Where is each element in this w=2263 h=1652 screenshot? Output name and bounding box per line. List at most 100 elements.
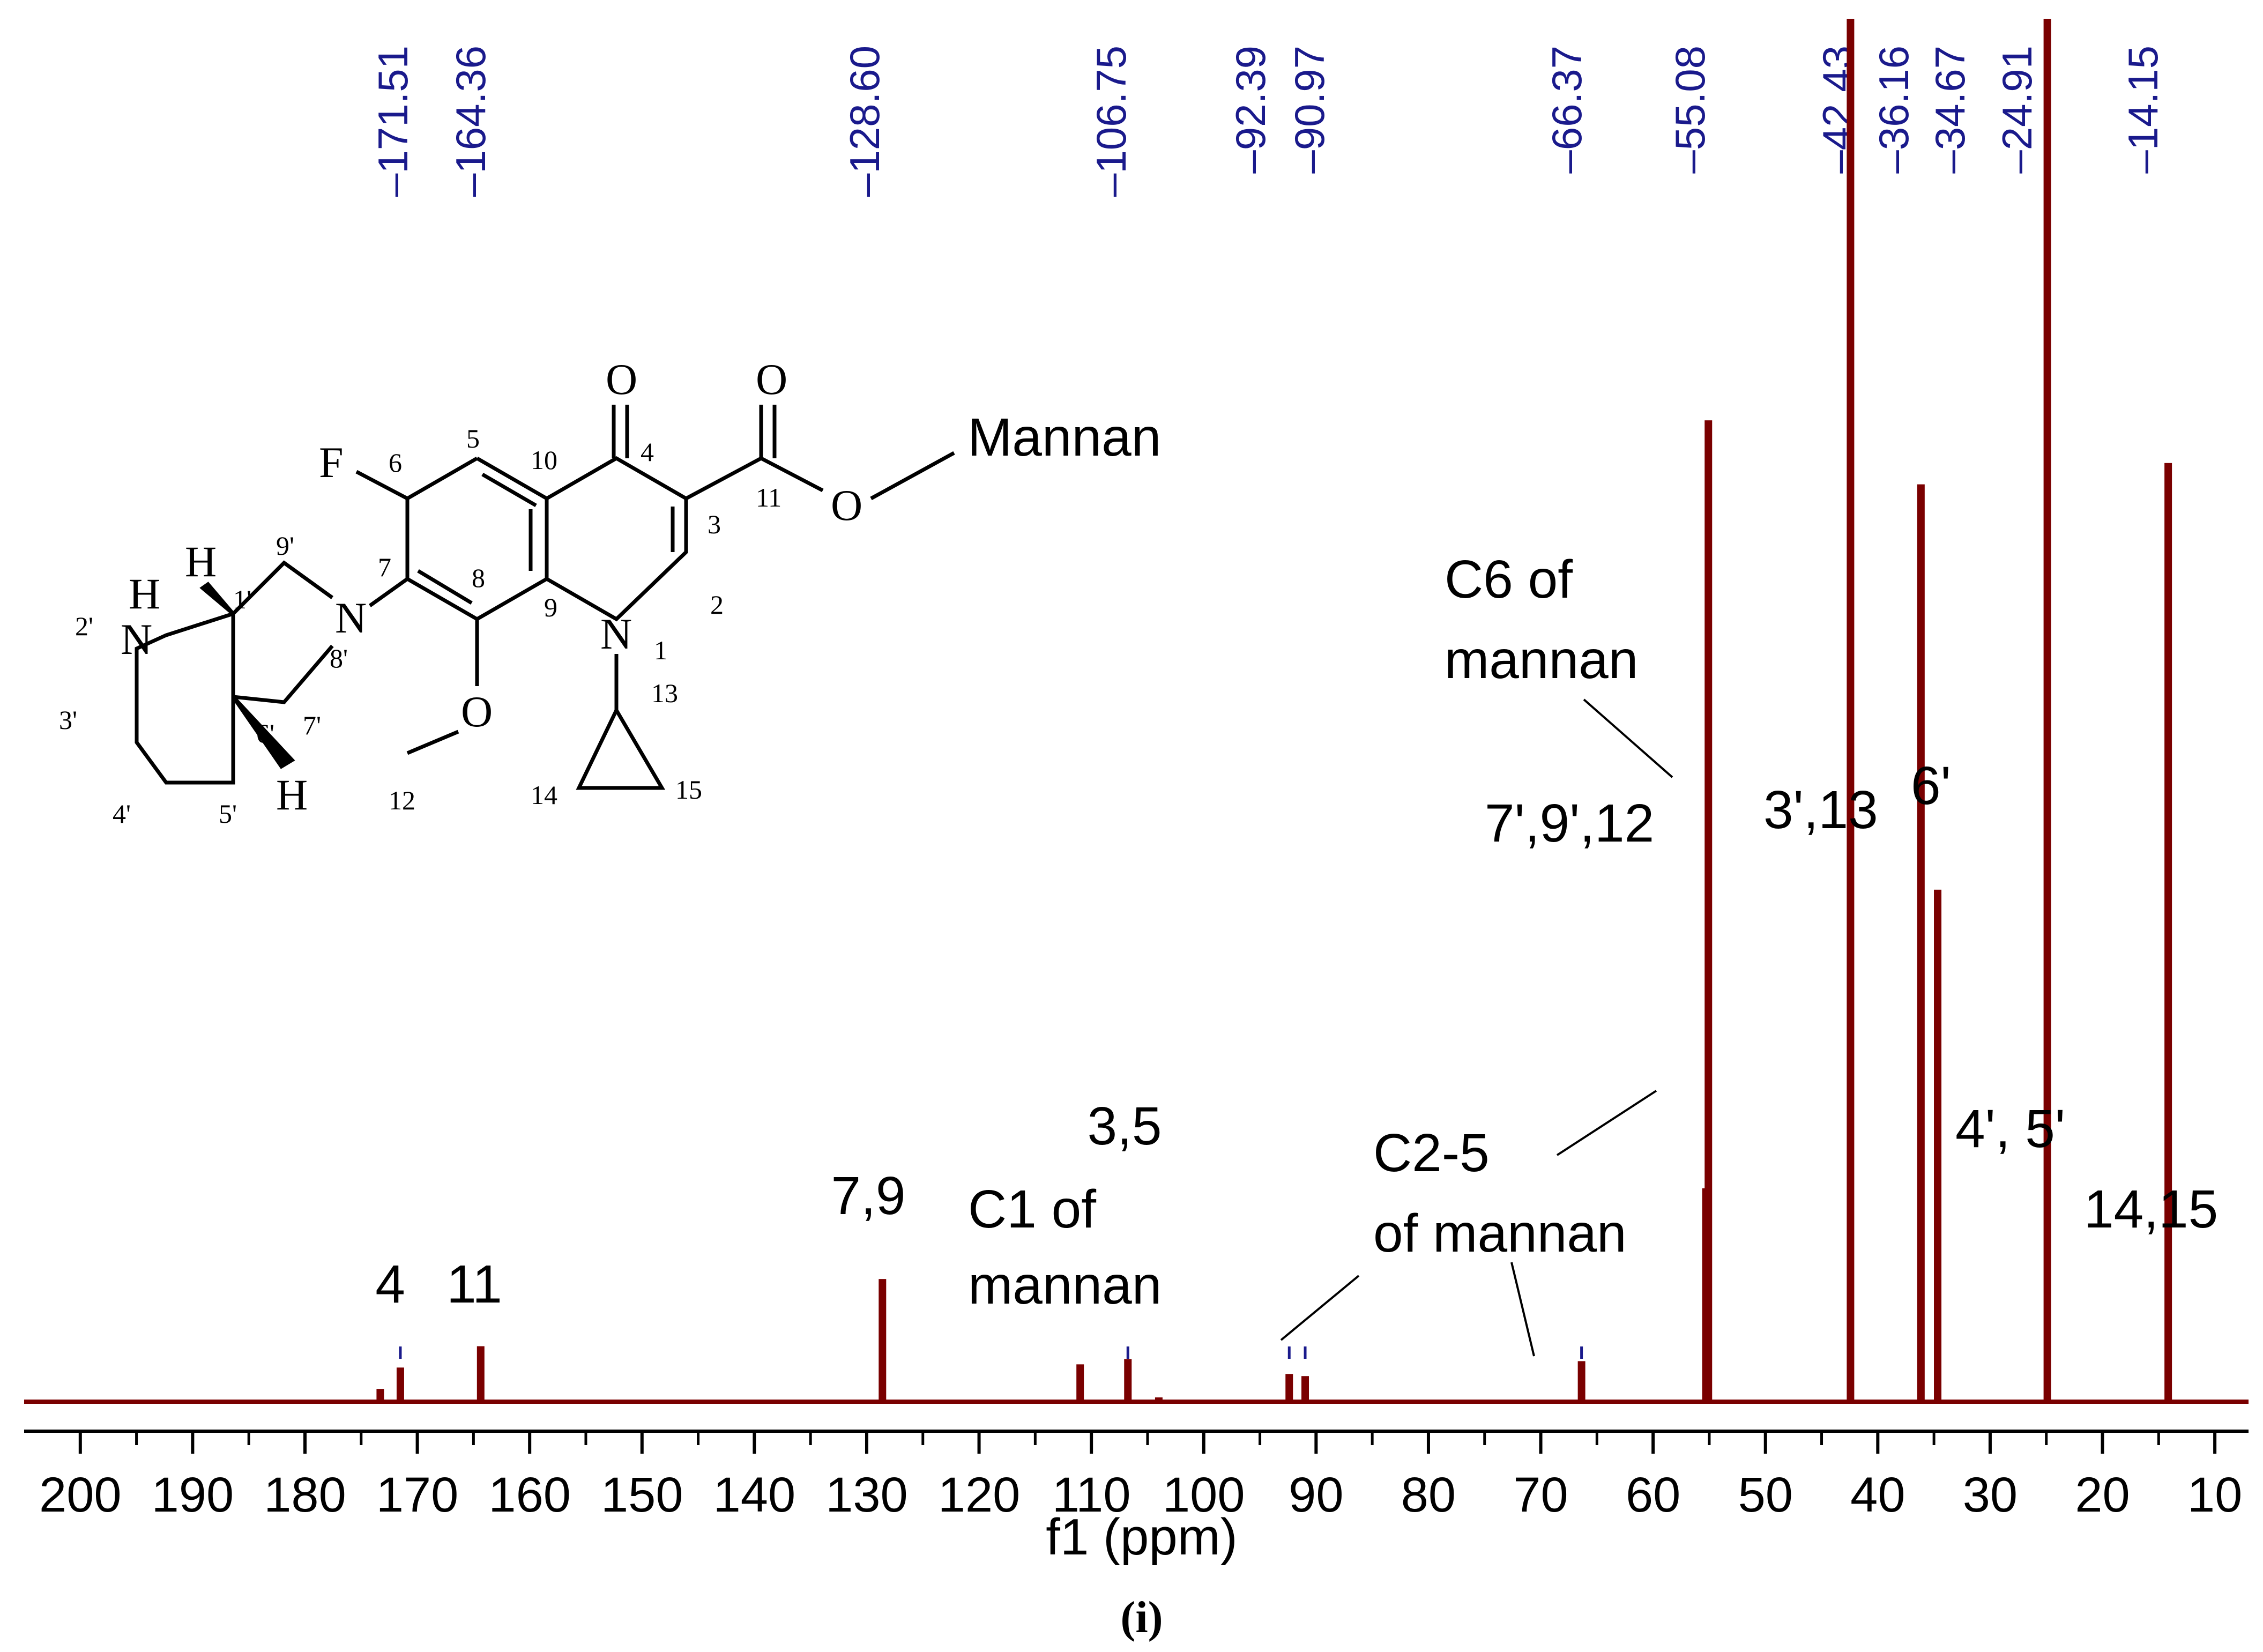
- atom-number: 9: [544, 592, 557, 622]
- peak-value-label: –106.75: [1088, 46, 1135, 197]
- peak-value-label: –66.37: [1543, 46, 1590, 174]
- assignment-label: of mannan: [1373, 1203, 1627, 1263]
- structure-bonds: [576, 709, 666, 790]
- structure-bonds: [546, 456, 688, 622]
- peak-value-labels: –171.51 –164.36 –128.60 –106.75 –92.39 –90.97…: [369, 46, 2167, 197]
- peak-value-label: –14.15: [2119, 46, 2167, 174]
- atom-number: 6': [256, 718, 274, 748]
- assignment-label: C1 of: [968, 1179, 1096, 1239]
- x-tick-label: 20: [2075, 1468, 2130, 1522]
- atom-number: 4': [113, 799, 131, 829]
- structure-bonds: [355, 470, 408, 501]
- peak-value-label: –90.97: [1286, 46, 1333, 174]
- assignment-label: C2-5: [1373, 1123, 1490, 1183]
- x-tick-label: 50: [1738, 1468, 1793, 1522]
- assignment-leader-lines: [1280, 698, 1673, 1357]
- structure-bonds: [870, 451, 955, 501]
- atom-number: 6: [389, 448, 402, 478]
- atom-number: 5': [219, 799, 237, 829]
- peak-value-label: –24.91: [1993, 46, 2041, 174]
- assignment-label: 7',9',12: [1485, 793, 1654, 853]
- assignment-label: 11: [446, 1254, 502, 1314]
- atom-number: 15: [675, 775, 702, 805]
- peak-value-label: –36.16: [1870, 46, 1917, 174]
- structure-bonds: [481, 472, 537, 508]
- spectrum-peak: [376, 1389, 384, 1402]
- atom-label: N: [600, 609, 632, 658]
- structure-bonds: [406, 730, 459, 755]
- leader-line: [1583, 698, 1673, 778]
- atom-number: 8: [472, 563, 485, 593]
- atom-number: 14: [531, 780, 557, 810]
- peak-label-pointers: [399, 1346, 2170, 1359]
- structure-bonds: [135, 612, 235, 785]
- atom-label: F: [319, 438, 344, 487]
- atom-number: 13: [651, 678, 678, 708]
- x-tick-label: 90: [1289, 1468, 1343, 1522]
- spectrum-peak: [1155, 1397, 1163, 1402]
- atom-number: 12: [389, 785, 415, 815]
- assignment-label: 3,5: [1087, 1096, 1162, 1156]
- assignment-label: 6': [1911, 756, 1951, 816]
- structure-bonds: [685, 456, 762, 501]
- assignment-label: C6 of: [1445, 549, 1573, 609]
- spectrum-peak: [879, 1279, 887, 1402]
- atom-number: 2': [75, 611, 93, 641]
- atom-number: 7: [378, 552, 391, 582]
- x-tick-label: 170: [376, 1468, 459, 1522]
- x-tick-label: 30: [1963, 1468, 2018, 1522]
- structure-bonds: [405, 456, 549, 622]
- chemical-structure: [135, 405, 955, 790]
- atom-label: O: [461, 687, 493, 736]
- atom-label: N: [335, 593, 367, 642]
- atom-number: 2: [710, 590, 724, 620]
- atom-number: 9': [276, 531, 294, 561]
- spectrum-peak: [1704, 420, 1713, 1402]
- assignment-label: 14,15: [2084, 1179, 2218, 1239]
- spectrum-peak: [1917, 484, 1925, 1402]
- structure-labels: Mannan O O O F N N O N H H H 1 2 3 4 5 6…: [59, 355, 1161, 829]
- x-tick-label: 70: [1513, 1468, 1568, 1522]
- assignment-label: mannan: [1445, 630, 1638, 690]
- spectrum-peak: [477, 1346, 485, 1402]
- atom-label: N: [121, 615, 152, 664]
- x-axis-ticks: 200 190 180 170 160 150 140 130 120 110 100 90 80 70 6…: [39, 1431, 2242, 1522]
- atom-number: 7': [303, 710, 321, 740]
- atom-number: 1: [654, 635, 667, 665]
- spectrum-peak: [1934, 889, 1942, 1402]
- atom-number: 4: [641, 437, 654, 467]
- spectrum-peak: [1301, 1376, 1309, 1402]
- x-tick-label: 140: [713, 1468, 796, 1522]
- structure-bonds: [760, 456, 824, 493]
- mannan-substituent-label: Mannan: [967, 407, 1161, 467]
- atom-label: H: [276, 770, 308, 819]
- leader-line: [1510, 1262, 1535, 1357]
- assignment-labels: 4 11 7,9 3,5 C1 of mannan C2-5 of mannan…: [375, 549, 2218, 1315]
- peak-value-label: –92.39: [1227, 46, 1274, 174]
- atom-number: 10: [531, 445, 557, 475]
- x-tick-label: 80: [1401, 1468, 1456, 1522]
- atom-number: 11: [756, 482, 781, 512]
- x-tick-label: 150: [601, 1468, 683, 1522]
- peak-value-label: –55.08: [1666, 46, 1714, 174]
- peak-value-label: –171.51: [369, 46, 416, 197]
- spectrum-peak: [2164, 463, 2172, 1402]
- x-tick-label: 160: [488, 1468, 571, 1522]
- atom-label: H: [129, 569, 160, 618]
- x-axis-title: f1 (ppm): [1046, 1508, 1237, 1566]
- assignment-label: 3',13: [1763, 780, 1878, 840]
- spectrum-peak: [396, 1367, 404, 1402]
- leader-line: [1556, 1090, 1657, 1156]
- spectrum-peak: [1124, 1359, 1132, 1402]
- atom-number: 1': [233, 584, 251, 614]
- structure-bonds: [231, 560, 334, 704]
- x-tick-label: 110: [1052, 1468, 1131, 1522]
- spectrum-peak: [1577, 1361, 1585, 1402]
- structure-bonds: [232, 695, 295, 769]
- assignment-label: mannan: [968, 1255, 1162, 1315]
- x-tick-label: 130: [825, 1468, 908, 1522]
- assignment-label: 4', 5': [1955, 1099, 2065, 1159]
- structure-bonds: [417, 569, 473, 605]
- peak-value-label: –164.36: [447, 46, 494, 197]
- x-tick-label: 120: [938, 1468, 1021, 1522]
